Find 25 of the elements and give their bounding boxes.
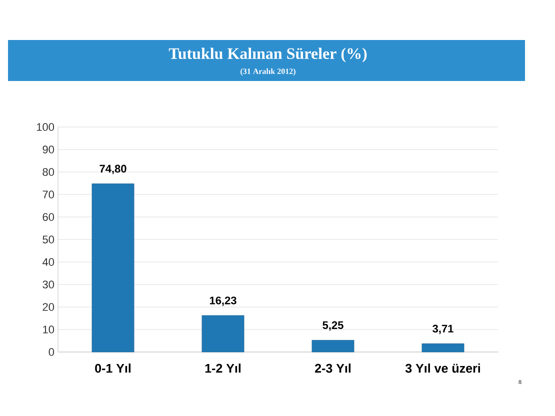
x-tick-label: 3 Yıl ve üzeri — [405, 364, 480, 373]
y-tick-label: 20 — [42, 303, 54, 311]
y-tick-label: 0 — [48, 348, 54, 356]
bar — [312, 340, 354, 352]
y-tick-label: 30 — [42, 280, 54, 288]
y-tick-label: 100 — [36, 123, 54, 131]
y-tick-label: 50 — [42, 236, 54, 244]
x-tick-label: 2-3 Yıl — [315, 364, 351, 373]
y-tick-label: 10 — [43, 326, 54, 334]
data-label: 3,71 — [432, 324, 454, 334]
chart-title: Tutuklu Kalınan Süreler (%) — [168, 48, 367, 62]
y-tick-label: 70 — [42, 190, 54, 198]
chart-subtitle: (31 Aralık 2012) — [240, 68, 296, 76]
bar — [202, 315, 244, 352]
bar — [422, 343, 464, 352]
y-tick-label: 60 — [42, 213, 54, 221]
data-label: 74,80 — [100, 164, 126, 174]
bar — [92, 184, 134, 352]
data-label: 5,25 — [322, 321, 344, 331]
y-tick-label: 90 — [42, 146, 54, 154]
x-tick-label: 0-1 Yıl — [95, 364, 131, 373]
data-label: 16,23 — [210, 296, 236, 306]
y-tick-label: 40 — [42, 258, 54, 266]
y-tick-label: 80 — [42, 168, 54, 176]
x-tick-label: 1-2 Yıl — [205, 364, 241, 373]
